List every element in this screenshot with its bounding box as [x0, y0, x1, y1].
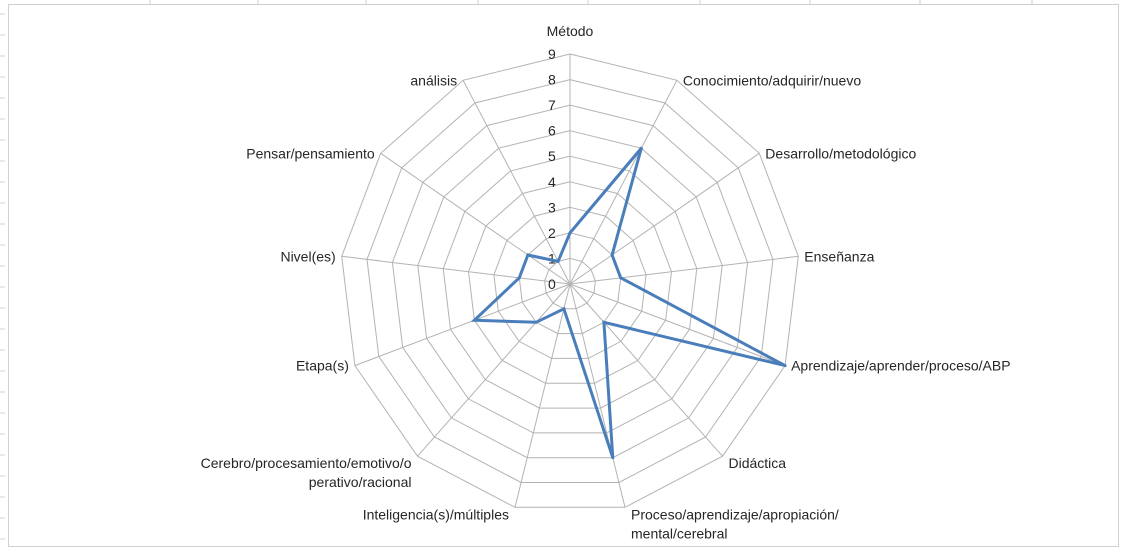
data-series — [470, 146, 787, 460]
category-label-9: Etapa(s) — [296, 358, 349, 374]
data-point — [517, 276, 521, 280]
series-line-0 — [470, 147, 786, 459]
data-point — [602, 320, 606, 324]
category-label-2: Desarrollo/metodológico — [765, 145, 916, 161]
category-label-line: Didáctica — [729, 455, 787, 471]
data-point — [472, 318, 476, 322]
category-label-3: Enseñanza — [804, 248, 874, 264]
radial-tick-labels: 0 1 2 3 4 5 6 7 8 9 — [548, 46, 556, 292]
category-label-line: Enseñanza — [804, 248, 874, 264]
category-label-line: Inteligencia(s)/múltiples — [363, 506, 509, 522]
category-label-8: Cerebro/procesamiento/emotivo/o perativo/… — [201, 455, 412, 490]
category-label-line: Conocimiento/adquirir/nuevo — [683, 72, 861, 88]
tick-label: 0 — [548, 276, 556, 292]
category-label-11: Pensar/pensamiento — [246, 145, 375, 161]
category-label-line: Método — [547, 23, 594, 39]
data-point — [639, 146, 643, 150]
data-point — [556, 259, 560, 263]
category-label-5: Didáctica — [729, 455, 787, 471]
spoke-11 — [380, 152, 571, 285]
radar-spokes — [341, 54, 799, 508]
tick-label: 2 — [548, 225, 556, 241]
radar-grid — [341, 53, 799, 508]
spoke-7 — [514, 283, 571, 508]
spoke-1 — [569, 80, 678, 285]
data-point — [611, 456, 615, 460]
category-label-6: Proceso/aprendizaje/apropiación/mental/c… — [631, 506, 839, 541]
category-label-1: Conocimiento/adquirir/nuevo — [683, 72, 861, 88]
grid-ring-3 — [493, 206, 647, 359]
data-point — [526, 253, 530, 257]
spoke-2 — [569, 152, 760, 285]
spoke-4 — [569, 283, 786, 367]
grid-ring-8 — [366, 79, 774, 483]
grid-ring-4 — [467, 181, 673, 384]
spoke-8 — [417, 283, 571, 457]
tick-label: 4 — [548, 174, 556, 190]
spoke-3 — [569, 255, 799, 285]
category-label-line: Proceso/aprendizaje/apropiación/ — [631, 506, 839, 522]
data-point — [568, 231, 572, 235]
tick-label: 8 — [548, 72, 556, 88]
grid-ring-5 — [442, 155, 698, 409]
tick-label: 3 — [548, 199, 556, 215]
spoke-9 — [354, 283, 571, 367]
spoke-5 — [569, 283, 723, 457]
category-label-line: perativo/racional — [309, 474, 412, 490]
chart-border — [8, 4, 1119, 547]
category-label-4: Aprendizaje/aprender/proceso/ABP — [791, 358, 1010, 374]
category-label-line: mental/cerebral — [631, 525, 728, 541]
tick-label: 7 — [548, 97, 556, 113]
category-label-line: Desarrollo/metodológico — [765, 145, 916, 161]
grid-ring-7 — [391, 104, 749, 459]
category-label-line: Pensar/pensamiento — [246, 145, 375, 161]
category-label-line: Aprendizaje/aprender/proceso/ABP — [791, 358, 1010, 374]
grid-ring-1 — [544, 257, 596, 310]
category-label-10: Nivel(es) — [280, 248, 335, 264]
category-label-0: Método — [547, 23, 594, 39]
category-labels: Método Conocimiento/adquirir/nuevo Desarro… — [201, 23, 1011, 541]
category-label-line: Etapa(s) — [296, 358, 349, 374]
data-point — [610, 253, 614, 257]
spoke-6 — [569, 283, 626, 508]
category-label-12: análisis — [410, 72, 457, 88]
tick-label: 5 — [548, 148, 556, 164]
data-point — [619, 276, 623, 280]
data-point — [562, 307, 566, 311]
category-label-line: Nivel(es) — [280, 248, 335, 264]
spoke-12 — [462, 80, 571, 285]
category-label-line: Cerebro/procesamiento/emotivo/o — [201, 455, 412, 471]
grid-ring-9 — [341, 53, 799, 508]
category-label-7: Inteligencia(s)/múltiples — [363, 506, 509, 522]
grid-ring-6 — [417, 130, 723, 434]
spoke-10 — [341, 255, 571, 285]
tick-label: 1 — [548, 250, 556, 266]
spreadsheet-background — [0, 0, 1119, 547]
data-point — [783, 364, 787, 368]
tick-label: 9 — [548, 46, 556, 62]
data-point — [534, 320, 538, 324]
tick-label: 6 — [548, 123, 556, 139]
category-label-line: análisis — [410, 72, 457, 88]
